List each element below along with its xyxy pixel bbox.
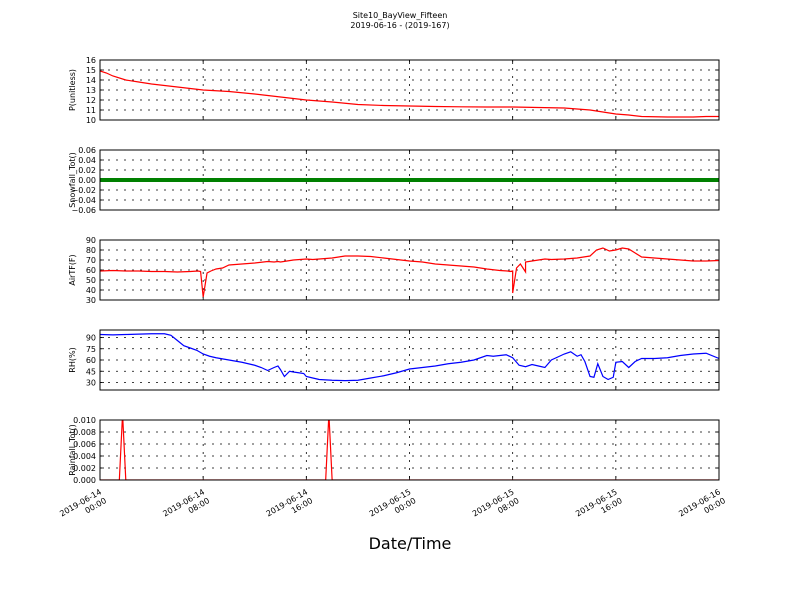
ytick-label: 40 bbox=[86, 286, 96, 295]
ytick-label: 12 bbox=[86, 96, 96, 105]
ytick-label: 0.010 bbox=[73, 416, 96, 425]
series-line-1 bbox=[100, 70, 719, 118]
ytick-label: 13 bbox=[86, 86, 96, 95]
ytick-label: 0.008 bbox=[73, 428, 96, 437]
ytick-label: 10 bbox=[86, 116, 96, 125]
ytick-label: 60 bbox=[86, 266, 96, 275]
ytick-label: 0.00 bbox=[78, 176, 96, 185]
panel-frame bbox=[99, 419, 720, 481]
ytick-label: 60 bbox=[86, 356, 96, 365]
series-line-3 bbox=[100, 247, 719, 298]
panel-frame bbox=[99, 239, 720, 301]
ytick-label: 45 bbox=[86, 367, 96, 376]
ytick-label: 14 bbox=[86, 76, 96, 85]
ytick-label: 0.04 bbox=[78, 156, 96, 165]
ytick-label: 0.02 bbox=[78, 166, 96, 175]
y-axis-label: RH(%) bbox=[68, 347, 77, 372]
ytick-label: 80 bbox=[86, 246, 96, 255]
y-axis-label: Rainfall_Tot() bbox=[68, 424, 77, 476]
ytick-label: −0.06 bbox=[71, 206, 96, 215]
ytick-label: 90 bbox=[86, 236, 96, 245]
ytick-label: 11 bbox=[86, 106, 96, 115]
panel-5: 0.000 0.002 0.004 0.006 0.008 0.010Rainfall_T… bbox=[68, 416, 720, 485]
ytick-label: 0.06 bbox=[78, 146, 96, 155]
ytick-label: 75 bbox=[86, 345, 96, 354]
ytick-label: 0.000 bbox=[73, 476, 96, 485]
ytick-label: −0.02 bbox=[71, 186, 96, 195]
ytick-label: 0.002 bbox=[73, 464, 96, 473]
ytick-label: 90 bbox=[86, 334, 96, 343]
y-axis-label: Snowfall_Tot() bbox=[68, 152, 77, 208]
ytick-label: 0.006 bbox=[73, 440, 96, 449]
panel-frame bbox=[99, 59, 720, 121]
panel-frame bbox=[99, 329, 720, 391]
panel-4: 30 45 60 75 90 RH(%) bbox=[68, 329, 720, 391]
y-axis-label: AirTF(F) bbox=[68, 254, 77, 285]
figure-title: Site10_BayView_Fifteen bbox=[352, 11, 448, 20]
ytick-label: 16 bbox=[86, 56, 96, 65]
ytick-label: 0.004 bbox=[73, 452, 96, 461]
x-axis-label: Date/Time bbox=[368, 534, 452, 553]
ytick-label: 30 bbox=[86, 379, 96, 388]
ytick-label: 50 bbox=[86, 276, 96, 285]
ytick-label: 70 bbox=[86, 256, 96, 265]
ytick-label: 30 bbox=[86, 296, 96, 305]
y-axis-label: P(unitless) bbox=[68, 69, 77, 111]
panel-frame bbox=[99, 149, 720, 211]
series-line-4 bbox=[100, 333, 719, 382]
series-line-5 bbox=[100, 420, 719, 480]
ytick-label: −0.04 bbox=[71, 196, 96, 205]
panel-2: −0.06−0.04−0.020.000.020.040.06Snowfall_… bbox=[68, 146, 720, 215]
ytick-label: 15 bbox=[86, 66, 96, 75]
figure-subtitle: 2019-06-16 - (2019-167) bbox=[350, 21, 450, 30]
